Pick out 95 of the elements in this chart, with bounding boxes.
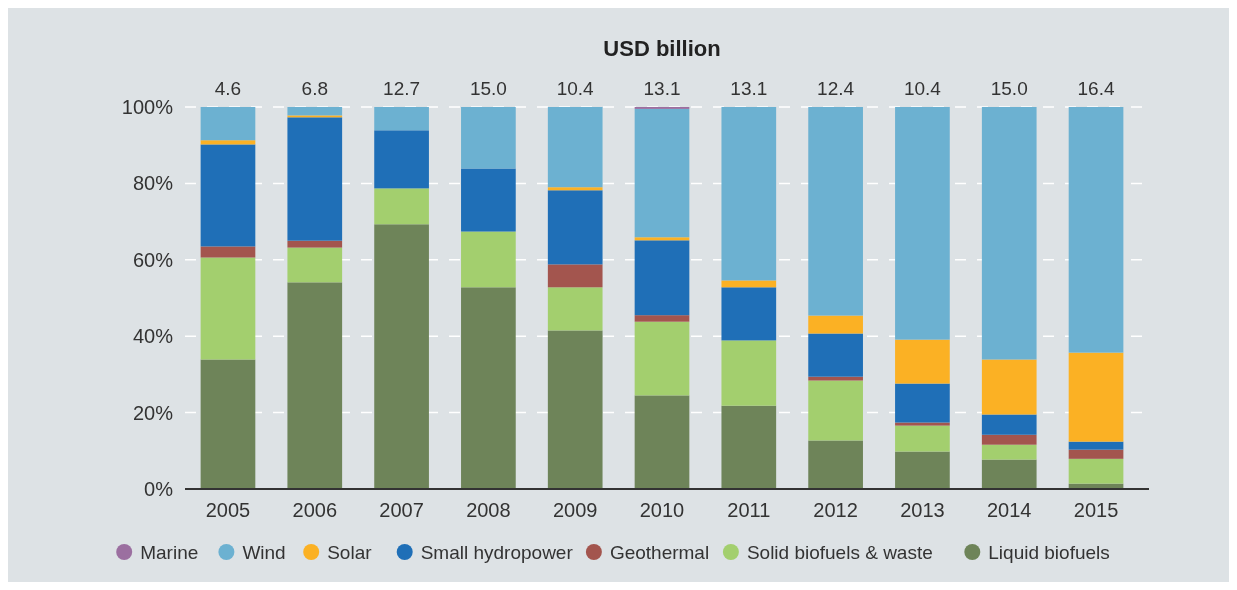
bar	[981, 359, 1037, 415]
bar	[634, 240, 690, 316]
bar	[287, 247, 343, 283]
bar	[200, 144, 256, 247]
bar	[461, 287, 516, 489]
y-tick-label: 80%	[132, 172, 174, 195]
bar	[981, 444, 1037, 460]
bar	[547, 264, 603, 288]
bar	[287, 240, 343, 248]
bar	[808, 315, 863, 334]
bar	[374, 188, 429, 225]
bar	[895, 383, 950, 423]
bar	[634, 395, 690, 489]
bar	[200, 246, 256, 258]
annotation: 13.1	[730, 78, 768, 99]
bar	[808, 333, 863, 377]
bar	[721, 280, 777, 288]
x-tick-label: 2014	[986, 499, 1032, 521]
annotation: 12.4	[817, 78, 855, 99]
x-tick-label: 2012	[813, 499, 858, 521]
bar	[895, 451, 950, 489]
x-tick-label: 2006	[292, 499, 338, 521]
bar	[200, 359, 256, 489]
bar	[634, 237, 690, 241]
bar	[981, 107, 1037, 360]
annotation: 13.1	[643, 78, 681, 99]
y-tick-label: 0%	[144, 478, 174, 500]
bar	[721, 287, 777, 341]
x-tick-label: 2008	[466, 499, 511, 521]
bar	[547, 107, 603, 188]
annotation: 4.6	[214, 78, 242, 99]
annotation: 15.0	[990, 78, 1028, 99]
legend-label: Wind	[242, 541, 286, 563]
bar	[547, 190, 603, 265]
bar	[1068, 458, 1124, 484]
chart-title: USD billion	[603, 36, 721, 61]
x-tick-label: 2010	[639, 499, 685, 521]
bar	[895, 339, 950, 384]
y-tick-label: 40%	[132, 325, 174, 348]
x-tick-label: 2015	[1073, 499, 1119, 521]
bar	[287, 117, 343, 241]
x-tick-label: 2009	[552, 499, 598, 521]
bar	[981, 434, 1037, 445]
bar	[547, 187, 603, 191]
bar	[808, 380, 863, 441]
bar	[808, 376, 863, 381]
bar	[200, 140, 256, 145]
y-tick-label: 20%	[132, 401, 174, 424]
bar	[634, 108, 690, 238]
bar	[895, 425, 950, 452]
bar	[547, 330, 603, 489]
x-tick-label: 2013	[900, 499, 945, 521]
x-tick-label: 2011	[727, 499, 771, 521]
bar	[547, 287, 603, 331]
y-tick-label: 60%	[132, 248, 174, 271]
bar	[634, 321, 690, 396]
bar	[1068, 449, 1124, 459]
bar	[895, 422, 950, 426]
bar	[374, 224, 429, 489]
legend-label: Solar	[327, 541, 373, 563]
bar	[721, 107, 777, 281]
annotation: 10.4	[556, 78, 595, 99]
bar	[808, 107, 863, 316]
annotation: 15.0	[469, 78, 507, 99]
bar	[981, 459, 1037, 489]
bar	[374, 107, 429, 131]
bar	[721, 340, 777, 406]
bar	[461, 107, 516, 169]
bar	[1068, 107, 1124, 353]
legend-label: Small hydropower	[420, 541, 574, 563]
bar	[200, 257, 256, 360]
bar	[374, 130, 429, 189]
legend-label: Geothermal	[609, 541, 710, 563]
legend-label: Liquid biofuels	[988, 541, 1110, 563]
legend-label: Solid biofuels & waste	[746, 541, 933, 563]
bar	[981, 414, 1037, 435]
bar	[1068, 441, 1124, 450]
bar	[634, 315, 690, 322]
bar	[461, 168, 516, 232]
annotation: 6.8	[301, 78, 328, 99]
bar	[287, 107, 343, 116]
x-tick-label: 2007	[379, 499, 424, 521]
x-tick-label: 2005	[205, 499, 251, 521]
legend-label: Marine	[140, 541, 199, 563]
bar	[808, 440, 863, 489]
annotation: 16.4	[1077, 78, 1115, 99]
bar	[1068, 352, 1124, 442]
y-tick-label: 100%	[121, 96, 174, 118]
bar	[461, 231, 516, 288]
annotation: 10.4	[903, 78, 942, 99]
bar	[200, 107, 256, 141]
bar	[287, 282, 343, 489]
bar	[721, 405, 777, 489]
bar	[895, 107, 950, 340]
annotation: 12.7	[383, 78, 421, 99]
